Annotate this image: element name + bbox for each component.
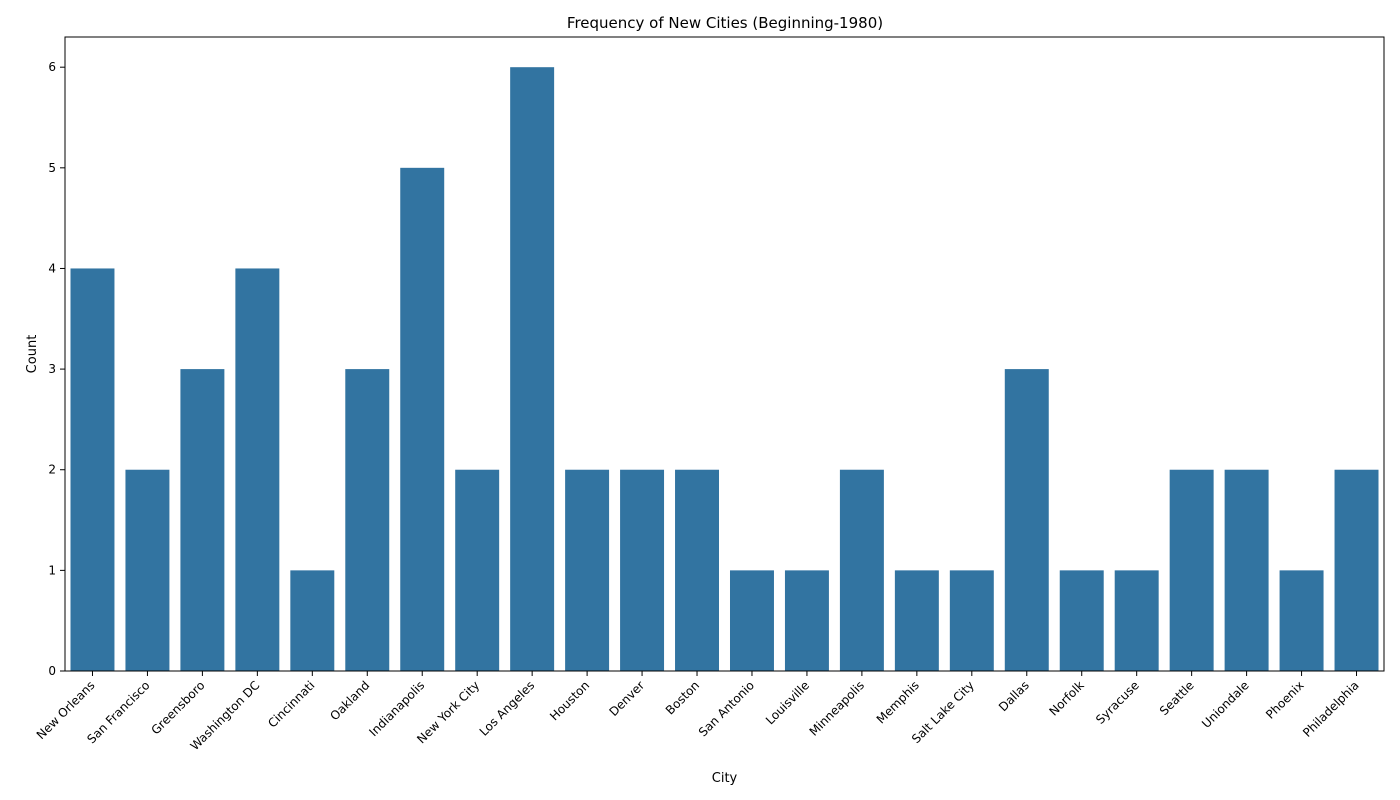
x-tick-label: Louisville — [763, 678, 812, 727]
y-tick-label: 1 — [48, 563, 56, 577]
x-tick-label: Seattle — [1157, 678, 1197, 718]
x-tick-label: Oakland — [327, 678, 372, 723]
x-tick-label: Phoenix — [1263, 678, 1307, 722]
chart-title: Frequency of New Cities (Beginning-1980) — [567, 14, 883, 32]
bar-cincinnati — [290, 570, 335, 671]
y-tick-label: 0 — [48, 664, 56, 678]
bar-greensboro — [180, 369, 225, 671]
y-tick-label: 3 — [48, 362, 56, 376]
bar-new-orleans — [70, 268, 115, 671]
y-tick-label: 5 — [48, 161, 56, 175]
bar-norfolk — [1059, 570, 1104, 671]
y-axis: 0 1 2 3 4 5 6 — [48, 60, 65, 678]
bar-washington-dc — [235, 268, 280, 671]
bar-new-york-city — [455, 469, 500, 671]
x-tick-label: Greensboro — [148, 678, 207, 737]
y-tick-label: 6 — [48, 60, 56, 74]
bars-group — [70, 67, 1379, 672]
bar-uniondale — [1224, 469, 1269, 671]
bar-philadelphia — [1334, 469, 1379, 671]
y-axis-label: Count — [25, 335, 40, 374]
bar-memphis — [894, 570, 939, 671]
bar-denver — [620, 469, 665, 671]
bar-phoenix — [1279, 570, 1324, 671]
bar-san-francisco — [125, 469, 170, 671]
x-tick-label: Dallas — [996, 678, 1032, 714]
plot-frame — [64, 36, 1385, 672]
x-tick-label: Houston — [547, 678, 592, 723]
bar-louisville — [784, 570, 829, 671]
bar-houston — [565, 469, 610, 671]
x-tick-label: Minneapolis — [807, 678, 867, 738]
x-tick-label: Philadelphia — [1300, 678, 1362, 740]
bar-seattle — [1169, 469, 1214, 671]
bar-salt-lake-city — [949, 570, 994, 671]
bar-boston — [675, 469, 720, 671]
x-tick-label: Indianapolis — [366, 678, 427, 739]
bar-dallas — [1004, 369, 1049, 671]
x-axis-label: City — [712, 771, 738, 786]
x-tick-label: Uniondale — [1199, 678, 1252, 731]
bar-oakland — [345, 369, 390, 671]
x-tick-label: Syracuse — [1093, 678, 1142, 727]
bar-san-antonio — [729, 570, 774, 671]
bar-indianapolis — [400, 167, 445, 672]
x-tick-label: Denver — [606, 678, 647, 719]
y-tick-label: 4 — [48, 261, 56, 275]
x-tick-label: Cincinnati — [265, 678, 317, 730]
y-tick-label: 2 — [48, 463, 56, 477]
x-tick-label: Memphis — [874, 678, 922, 726]
x-tick-label: San Antonio — [696, 678, 757, 739]
bar-los-angeles — [510, 67, 555, 671]
x-tick-label: Boston — [663, 678, 702, 717]
bar-syracuse — [1114, 570, 1159, 671]
bar-minneapolis — [839, 469, 884, 671]
x-tick-label: Norfolk — [1046, 678, 1086, 718]
x-tick-label: Los Angeles — [477, 678, 538, 739]
